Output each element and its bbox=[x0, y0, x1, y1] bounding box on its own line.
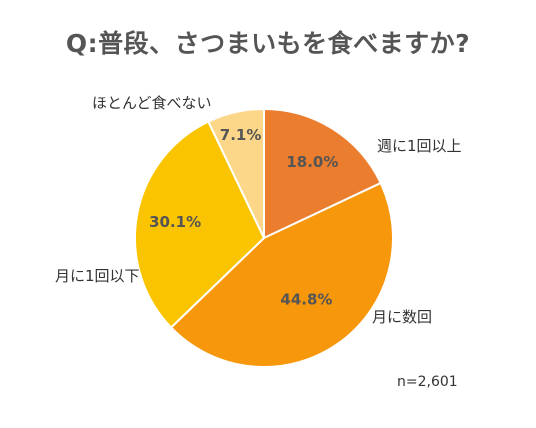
pie-slice bbox=[169, 181, 394, 368]
slice-percent-label: 18.0% bbox=[286, 153, 338, 171]
pie-labels: 18.0% 週に1回以上 44.8% 月に数回 30.1% 月に1回以下 7.1% ほとんど食… bbox=[55, 94, 462, 326]
slice-percent-label: 30.1% bbox=[149, 213, 201, 231]
pie-slice bbox=[207, 107, 265, 239]
sample-size-note: n=2,601 bbox=[397, 374, 458, 390]
pie-slice bbox=[134, 120, 266, 329]
slice-percent-label: 7.1% bbox=[220, 126, 262, 144]
pie-slice bbox=[263, 107, 383, 240]
slice-category-label: ほとんど食べない bbox=[92, 94, 212, 112]
pie-slices bbox=[134, 107, 394, 368]
chart-title: Q:普段、さつまいもを食べますか? bbox=[65, 29, 471, 58]
slice-category-label: 月に1回以下 bbox=[55, 267, 140, 285]
slice-category-label: 週に1回以上 bbox=[377, 137, 462, 155]
slice-percent-label: 44.8% bbox=[280, 291, 332, 309]
slice-category-label: 月に数回 bbox=[372, 308, 432, 326]
